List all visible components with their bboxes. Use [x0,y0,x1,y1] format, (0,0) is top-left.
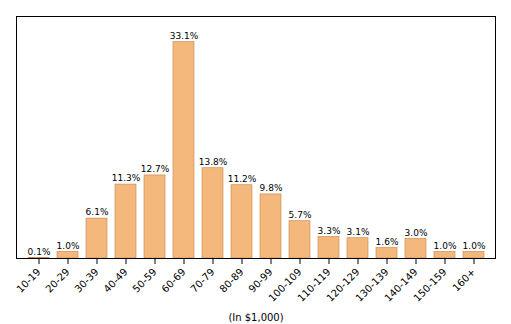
svg-text:40-49: 40-49 [101,266,129,294]
svg-text:3.0%: 3.0% [405,228,428,238]
svg-text:90-99: 90-99 [246,266,275,295]
svg-text:140-149: 140-149 [382,266,420,304]
svg-text:130-139: 130-139 [353,266,391,304]
svg-text:30-39: 30-39 [72,266,100,294]
svg-text:3.1%: 3.1% [347,227,370,237]
svg-text:6.1%: 6.1% [86,207,109,217]
svg-text:9.8%: 9.8% [260,183,283,193]
svg-text:11.2%: 11.2% [228,174,257,184]
svg-text:33.1%: 33.1% [170,31,199,41]
svg-text:5.7%: 5.7% [289,210,312,220]
svg-text:1.6%: 1.6% [376,237,399,247]
svg-text:1.0%: 1.0% [57,241,80,251]
svg-text:11.3%: 11.3% [112,173,141,183]
svg-text:150-159: 150-159 [411,266,448,303]
svg-text:110-119: 110-119 [295,266,333,304]
svg-text:120-129: 120-129 [324,266,362,304]
svg-text:80-89: 80-89 [217,266,245,294]
svg-text:12.7%: 12.7% [141,164,170,174]
svg-text:10-19: 10-19 [14,266,42,294]
svg-text:(In $1,000): (In $1,000) [228,312,283,323]
svg-text:3.3%: 3.3% [318,226,341,236]
svg-text:1.0%: 1.0% [434,241,457,251]
svg-text:100-109: 100-109 [266,266,304,304]
svg-text:1.0%: 1.0% [463,241,486,251]
svg-text:60-69: 60-69 [159,266,187,294]
svg-text:70-79: 70-79 [188,266,216,294]
svg-text:20-29: 20-29 [43,266,71,294]
svg-text:160+: 160+ [450,266,477,293]
svg-text:0.1%: 0.1% [28,247,51,257]
svg-text:50-59: 50-59 [130,266,158,294]
svg-text:13.8%: 13.8% [199,157,228,167]
